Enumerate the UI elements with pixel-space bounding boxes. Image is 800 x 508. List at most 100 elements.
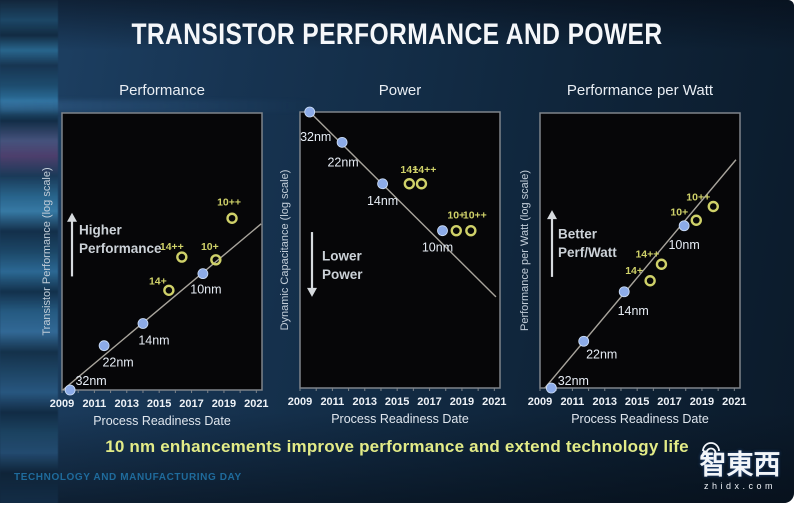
point-10nm-label: 10nm [668,238,699,252]
x-tick-label: 2017 [657,396,681,408]
x-tick-label: 2013 [353,396,377,408]
point-14nm-label: 14nm [367,194,398,208]
point-32nm [64,384,76,396]
point-10p-label: 10+ [201,241,219,253]
y-axis-label: Performance per Watt (log scale) [519,170,531,331]
background-streak-band [0,100,320,112]
chart-title-performance-per-watt: Performance per Watt [566,82,714,99]
x-tick-label: 2009 [50,398,74,410]
y-axis-label: Dynamic Capacitance (log scale) [279,170,291,331]
point-14nm-label: 14nm [618,304,649,318]
watermark-text: 智東西 [699,450,781,480]
x-tick-label: 2021 [482,396,506,408]
point-10p [450,224,462,237]
annotation-text: Perf/Watt [558,245,617,260]
point-14nm [137,318,149,329]
point-14pp-label: 14++ [160,241,184,253]
point-10nm [197,268,209,280]
chart-2: 2009 2011 2013 2015 2017 2019 2021 Process Read… [519,112,747,426]
x-tick-label: 2017 [179,398,203,410]
wifi-icon [702,442,720,455]
point-10p-label: 10+ [670,206,688,218]
x-tick-label: 2015 [385,396,409,408]
point-14p [403,178,416,190]
point-14p-label: 14+ [149,275,167,287]
point-10nm [678,220,690,232]
point-22nm [336,136,348,148]
point-14pp-label: 14++ [635,248,659,260]
point-14p-label: 14+ [400,164,418,176]
annotation-arrow-head [67,212,77,222]
footnote: 10 nm enhancements improve performance a… [105,437,689,456]
plot-area [299,111,501,389]
watermark: 智東西 zhidx.com [688,442,792,491]
x-tick-label: 2015 [625,396,649,408]
point-10pp [707,200,719,213]
point-10pp [226,212,238,224]
point-10pp [465,224,477,237]
point-10p [210,254,222,266]
point-32nm-label: 32nm [300,130,331,144]
x-tick-label: 2015 [147,398,171,410]
point-32nm [545,382,557,394]
annotation-text: Better [558,226,598,241]
point-14pp [655,258,668,270]
annotation-arrow-head [307,287,317,297]
footer-text: TECHNOLOGY AND MANUFACTURING DAY [14,472,242,483]
point-14p-label: 14+ [625,265,643,277]
x-tick-label: 2021 [722,396,746,408]
x-tick-label: 2013 [593,396,617,408]
trend-line [62,223,262,391]
x-tick-label: 2021 [244,398,268,410]
annotation-text: Lower [322,248,363,263]
slide-title: TRANSISTOR PERFORMANCE AND POWER [131,18,663,51]
point-14nm [618,286,630,298]
chart-0: 2009 2011 2013 2015 2017 2019 2021 Process Read… [41,112,269,428]
x-axis-label: Process Readiness Date [93,414,231,428]
point-14p [644,275,656,287]
x-tick-label: 2013 [115,398,139,410]
x-tick-label: 2019 [690,396,714,408]
annotation-text: Power [322,267,363,282]
background-streaks [0,0,58,503]
chart-title-power: Power [378,82,422,99]
point-32nm [304,106,316,118]
y-axis-label: Transistor Performance (log scale) [41,167,53,335]
point-10pp-label: 10++ [217,196,241,208]
point-22nm [98,340,110,352]
point-32nm-label: 32nm [75,374,106,388]
point-10nm-label: 10nm [422,241,453,255]
point-22nm-label: 22nm [102,356,133,370]
point-14nm [377,178,388,190]
x-axis-label: Process Readiness Date [571,412,709,426]
point-10pp-label: 10++ [463,210,487,222]
point-14pp [415,178,428,190]
point-10nm [437,225,448,237]
plot-area [539,112,741,389]
trend-line [544,159,737,389]
annotation-text: Performance [79,241,162,256]
point-10nm-label: 10nm [190,283,221,297]
x-tick-label: 2011 [320,396,344,408]
x-tick-label: 2017 [417,396,441,408]
chart-title-performance: Performance [119,82,205,99]
point-22nm [578,335,590,347]
point-22nm-label: 22nm [327,155,358,169]
point-10pp-label: 10++ [686,192,710,204]
annotation-text: Higher [79,222,123,237]
x-tick-label: 2009 [528,396,552,408]
point-32nm-label: 32nm [558,374,589,388]
point-14pp [176,251,188,263]
x-tick-label: 2011 [82,398,106,410]
point-14p [163,284,175,296]
x-axis-label: Process Readiness Date [331,412,469,426]
x-tick-label: 2019 [212,398,236,410]
point-10p-label: 10+ [447,210,465,222]
chart-1: 2009 2011 2013 2015 2017 2019 2021 Process Read… [279,106,507,426]
point-14nm-label: 14nm [138,334,169,348]
point-14pp-label: 14++ [412,164,436,176]
point-22nm-label: 22nm [586,347,617,361]
